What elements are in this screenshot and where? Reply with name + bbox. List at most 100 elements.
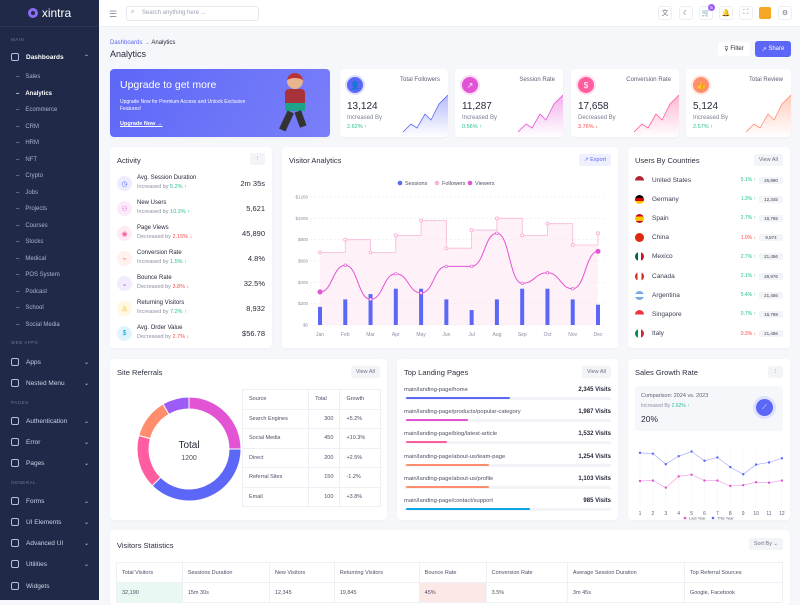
activity-sub-label: Increased by <box>137 309 169 315</box>
dark-mode-icon[interactable]: ☾ <box>679 6 693 20</box>
notification-icon[interactable]: 🔔 <box>719 6 733 20</box>
viewers-point <box>595 248 601 254</box>
share-button[interactable]: ↗ Share <box>755 41 791 57</box>
logo[interactable]: xintra <box>0 0 99 27</box>
y-tick-label: $1200 <box>295 195 308 200</box>
sidebar-item-crypto[interactable]: Crypto <box>16 173 43 179</box>
flag-cn-icon <box>635 233 644 243</box>
more-options-icon[interactable]: ⋮ <box>249 153 265 165</box>
breadcrumb-dashboards[interactable]: Dashboards <box>110 40 143 46</box>
landing-visits: 985 Visits <box>583 498 611 504</box>
apps-grid-icon <box>11 358 19 366</box>
banner-text: Upgrade Now for Premium Access and Unloc… <box>120 99 246 112</box>
sidebar-item-authentication[interactable]: Authentication ⌄ <box>11 417 89 425</box>
landing-visits: 1,254 Visits <box>578 453 611 460</box>
fullscreen-icon[interactable]: ⛶ <box>739 6 753 20</box>
sidebar-item-school[interactable]: School <box>16 305 43 311</box>
menu-toggle-icon[interactable]: ☰ <box>109 9 118 19</box>
upgrade-now-link[interactable]: Upgrade Now → <box>120 121 163 127</box>
progress-track <box>404 419 611 423</box>
sidebar-item-social-media[interactable]: Social Media <box>16 322 59 328</box>
sidebar-item-courses[interactable]: Courses <box>16 223 47 229</box>
sidebar-item-hrm[interactable]: HRM <box>16 140 39 146</box>
sidebar-item-jobs[interactable]: Jobs <box>16 190 38 196</box>
sparkline <box>403 94 448 137</box>
y-tick-label: $800 <box>298 237 309 242</box>
landing-path[interactable]: main/landing-page/products/popular-categ… <box>404 409 521 416</box>
sidebar-item-pages[interactable]: Pages ⌄ <box>11 459 89 467</box>
stat-card-session-rate: ↗ Session Rate 11,287 Increased By 0.56% ↑ <box>455 69 563 137</box>
sidebar-item-projects[interactable]: Projects <box>16 206 47 212</box>
sidebar-item-nft[interactable]: NFT <box>16 157 37 163</box>
flag-es-icon <box>635 213 644 223</box>
language-icon[interactable]: 文 <box>658 6 672 20</box>
referrals-view-all-button[interactable]: View All <box>350 366 380 378</box>
y-tick-label: $0 <box>303 323 309 328</box>
table-row: Search Engines 300 +5.2% <box>241 408 381 429</box>
flag-mx-icon <box>635 252 644 262</box>
activity-title: Activity <box>117 156 141 165</box>
breadcrumb: Dashboards → Analytics <box>110 40 176 46</box>
export-button[interactable]: ↗ Export <box>578 154 611 166</box>
sidebar-item-apps[interactable]: Apps ⌄ <box>11 358 89 366</box>
donut-slice-referral-sites <box>138 403 170 440</box>
sort-by-button[interactable]: Sort By ⌄ <box>748 538 783 550</box>
sidebar-item-error[interactable]: Error ⌄ <box>11 438 89 446</box>
sort-by-label: Sort By <box>753 541 772 547</box>
x-tick-label: 9 <box>742 511 745 517</box>
country-name: Argentina <box>652 291 680 299</box>
sidebar-item-ecommerce[interactable]: Ecommerce <box>16 107 57 113</box>
last-year-point <box>729 484 732 488</box>
sidebar-item-nested-menu[interactable]: Nested Menu ⌄ <box>11 379 89 387</box>
x-tick-label: 4 <box>677 511 680 517</box>
sidebar-item-advanced-ui[interactable]: Advanced UI ⌄ <box>11 539 89 547</box>
filter-button[interactable]: ⊽ Filter <box>718 42 750 56</box>
sidebar-item-sales[interactable]: Sales <box>16 74 40 80</box>
cart-icon[interactable]: 🛒 5 <box>699 4 715 20</box>
landing-view-all-button[interactable]: View All <box>581 366 611 378</box>
more-options-icon[interactable]: ⋮ <box>767 366 783 378</box>
sidebar-item-widgets[interactable]: Widgets <box>11 582 89 590</box>
landing-path[interactable]: main/landing-page/contact/support <box>404 498 493 504</box>
stat-value: 17,658 <box>578 101 609 112</box>
country-row-canada: Canada 2.1% ↑ 28,976 <box>635 270 783 282</box>
landing-path[interactable]: main/landing-page/about-us/team-page <box>404 453 506 460</box>
sidebar-item-forms[interactable]: Forms ⌄ <box>11 497 89 505</box>
country-count: 9,874 <box>759 234 783 242</box>
chevron-down-icon: ⌄ <box>83 418 89 425</box>
sidebar-item-ui-elements[interactable]: UI Elements ⌄ <box>11 518 89 526</box>
activity-item-returning-visitors: ♙ Returning Visitors Increased by 7.2% ↑ 8,… <box>117 300 265 324</box>
landing-path[interactable]: main/landing-page/about-us/profile <box>404 475 494 482</box>
column-header: Conversion Rate <box>485 562 568 583</box>
sparkline-line <box>518 94 563 133</box>
visitor-analytics-card: Visitor Analytics ↗ Export $0 $200 $400 $60… <box>282 147 618 348</box>
country-growth: 2.7% ↑ <box>740 253 756 260</box>
countries-view-all-button[interactable]: View All <box>753 154 783 166</box>
activity-sub-label: Decreased by <box>137 284 171 290</box>
activity-sub: Decreased by 2.7% ↓ <box>137 334 189 340</box>
sidebar-item-pos-system[interactable]: POS System <box>16 272 59 278</box>
avatar[interactable] <box>759 7 771 19</box>
tray-icon <box>11 560 19 568</box>
activity-sub: Increased by 10.3% ↑ <box>137 209 190 215</box>
activity-item-avg-session-duration: ◷ Avg. Session Duration Increased by 5.2% … <box>117 175 265 199</box>
total-visitors-cell: 32,190 <box>116 582 183 603</box>
x-tick-label: May <box>416 332 426 338</box>
user-plus-icon: ⚇ <box>117 201 132 216</box>
landing-path[interactable]: main/landing-page/blog/latest-article <box>404 431 498 438</box>
sidebar-item-podcast[interactable]: Podcast <box>16 289 47 295</box>
search-input[interactable]: ⌕ Search anything here ... <box>126 6 259 21</box>
this-year-point <box>729 465 732 469</box>
sidebar: xintra MAIN Dashboards ⌃ Sales Analytics Ecom… <box>0 0 99 600</box>
sidebar-item-analytics[interactable]: Analytics <box>16 91 52 97</box>
landing-path[interactable]: main/landing-page/home <box>404 387 468 393</box>
sidebar-item-utilities[interactable]: Utilities ⌄ <box>11 560 89 568</box>
sidebar-item-crm[interactable]: CRM <box>16 124 39 130</box>
settings-gear-icon[interactable]: ⚙ <box>778 6 792 20</box>
chevron-down-icon: ⌄ <box>83 380 89 387</box>
flag-de-icon <box>635 194 644 204</box>
sidebar-item-medical[interactable]: Medical <box>16 256 46 262</box>
x-tick-label: Feb <box>341 332 350 338</box>
sidebar-item-stocks[interactable]: Stocks <box>16 239 43 245</box>
sidebar-item-dashboards[interactable]: Dashboards ⌃ <box>11 53 89 61</box>
